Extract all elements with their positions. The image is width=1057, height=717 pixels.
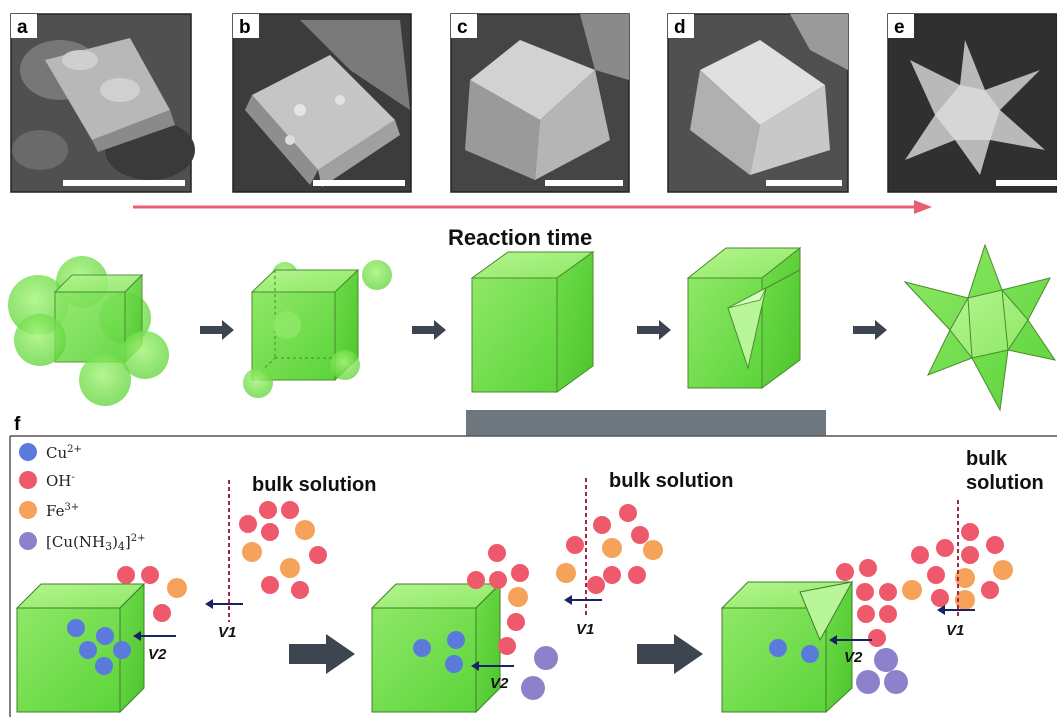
v2-label-2: V2: [490, 675, 509, 692]
stage-2-cube-fewer-particles: [243, 260, 392, 398]
process-arrow-1: [289, 634, 355, 674]
scale-bar-b: [313, 180, 405, 186]
sem-panel-a: a: [10, 13, 195, 193]
v2-label-3: V2: [844, 649, 863, 666]
stage-arrow-2: [412, 320, 446, 340]
v1-label-2: V1: [576, 621, 594, 638]
mechanism-step-1: V1 V2 bulk solution: [15, 474, 376, 714]
stage-1-cube-with-particles: [8, 256, 169, 406]
sem-panel-e: e: [887, 13, 1057, 193]
stage-4-etched-cube: [686, 246, 802, 389]
scale-bar-e: [996, 180, 1057, 186]
solution-label-3: solution: [966, 472, 1044, 494]
bulk-solution-label-1: bulk solution: [252, 474, 376, 496]
sem-panels: a b c: [10, 13, 1057, 193]
legend-fe: Fe3+: [19, 501, 79, 520]
mechanism-step-2: V1 V2 bulk solution: [370, 470, 733, 714]
panel-f-letter: f: [14, 414, 21, 435]
legend-complex: [Cu(NH3)4]2+: [19, 532, 146, 553]
panel-d-letter: d: [674, 17, 686, 38]
v1-label-3: V1: [946, 622, 964, 639]
sem-panel-c: c: [450, 13, 630, 193]
panel-c-letter: c: [457, 17, 468, 38]
svg-text:Cu2+: Cu2+: [46, 444, 82, 462]
gray-bar: [466, 410, 826, 436]
stage-5-star-shape: [903, 243, 1057, 412]
stage-arrow-4: [853, 320, 887, 340]
mechanism-step-3: V1 V2 bulk solution: [720, 448, 1044, 714]
scale-bar-a: [63, 180, 185, 186]
bulk-solution-label-2: bulk solution: [609, 470, 733, 492]
panel-e-letter: e: [894, 17, 905, 38]
stage-3-cube: [470, 251, 595, 393]
panel-f-frame: f: [9, 410, 1057, 717]
scale-bar-c: [545, 180, 623, 186]
reaction-time-label: Reaction time: [448, 225, 592, 250]
panel-b-letter: b: [239, 17, 251, 38]
v2-label-1: V2: [148, 646, 167, 663]
scale-bar-d: [766, 180, 842, 186]
sem-panel-b: b: [232, 13, 412, 193]
growth-sequence: [8, 243, 1057, 412]
v1-label-1: V1: [218, 624, 236, 641]
panel-a-letter: a: [17, 17, 28, 38]
legend-cu: Cu2+: [19, 443, 82, 462]
legend-oh: OH-: [19, 471, 75, 490]
bulk-label-3: bulk: [966, 448, 1008, 470]
svg-text:Fe3+: Fe3+: [46, 502, 79, 520]
svg-text:OH-: OH-: [46, 472, 75, 490]
reaction-time-arrow: [133, 200, 932, 214]
process-arrow-2: [637, 634, 703, 674]
sem-panel-d: d: [667, 13, 849, 193]
stage-arrow-1: [200, 320, 234, 340]
legend: Cu2+ OH- Fe3+ [Cu(NH3)4]2+: [19, 443, 146, 553]
svg-text:[Cu(NH3)4]2+: [Cu(NH3)4]2+: [46, 533, 146, 553]
stage-arrow-3: [637, 320, 671, 340]
